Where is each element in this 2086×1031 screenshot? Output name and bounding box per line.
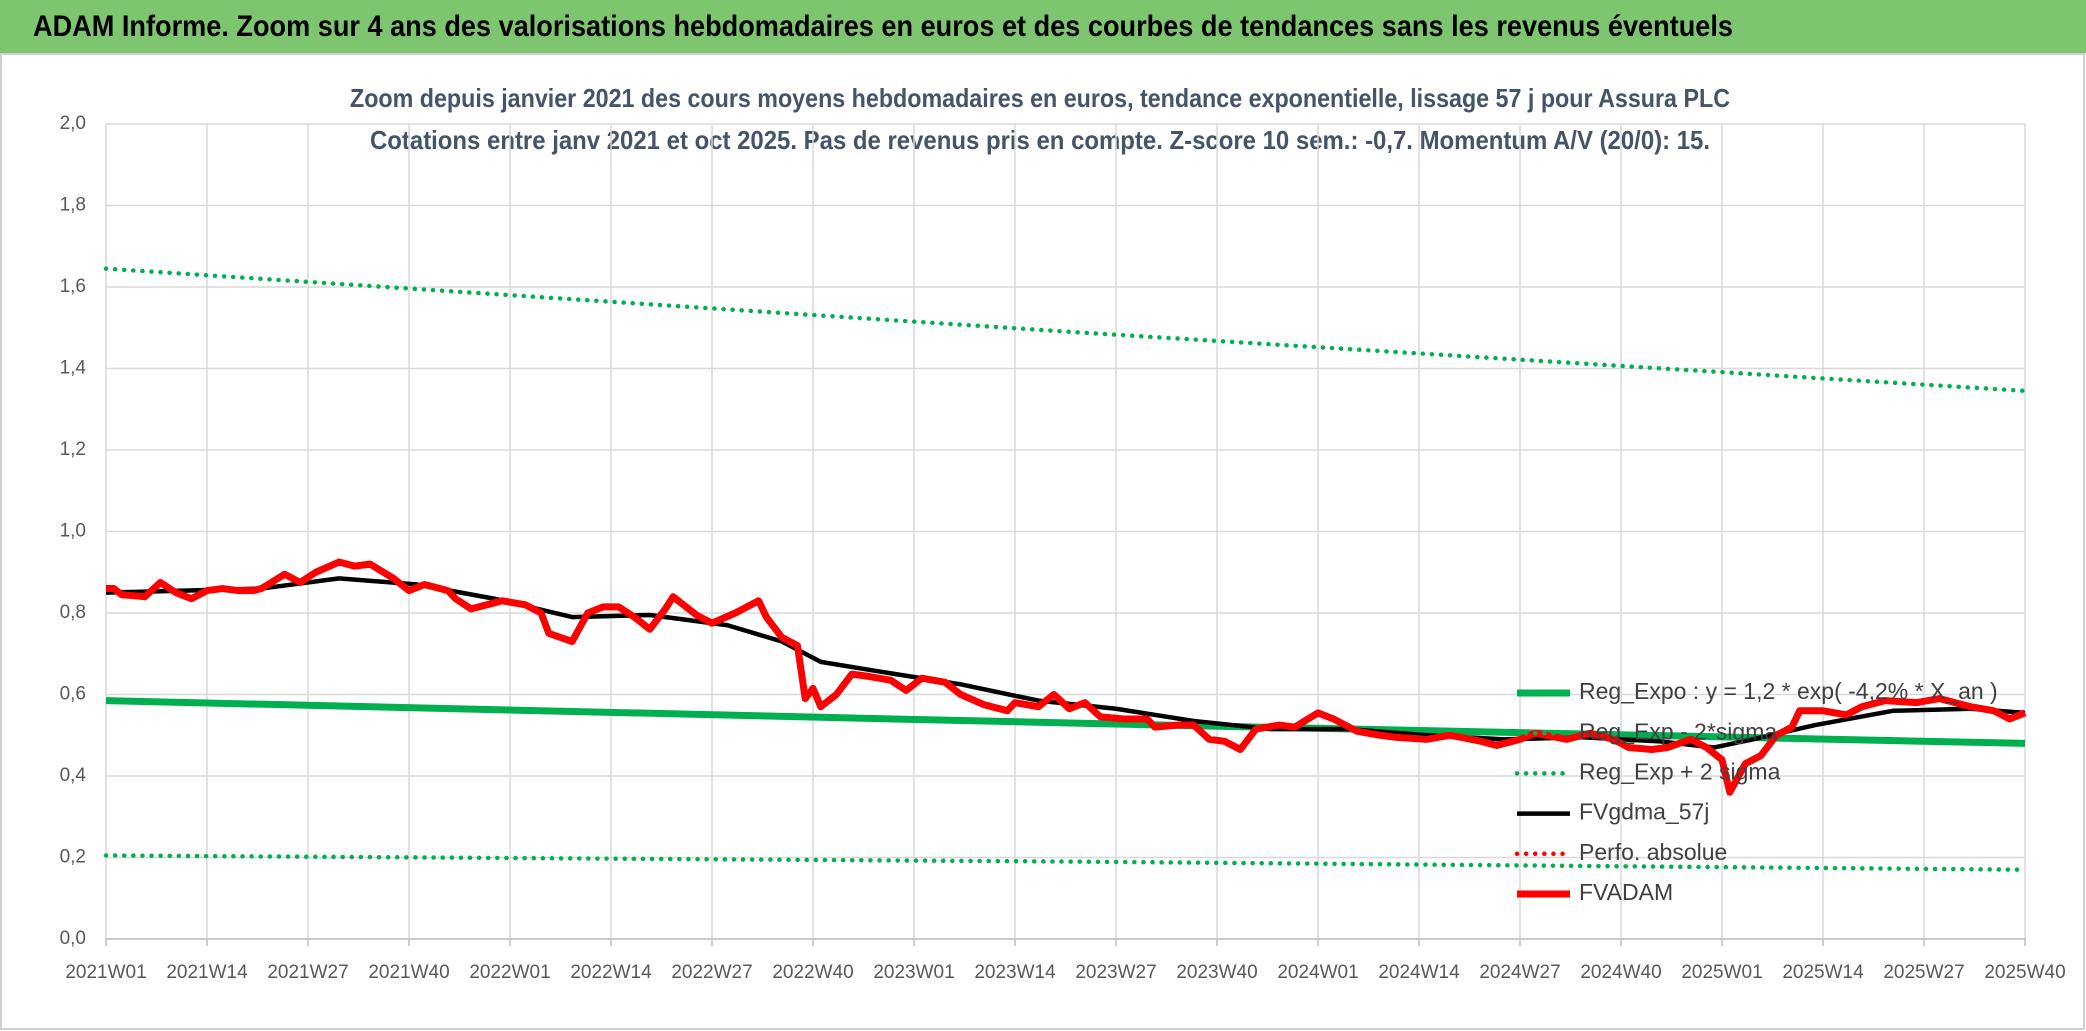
y-tick-label: 1,4	[60, 358, 87, 379]
x-tick-label: 2021W27	[267, 962, 348, 983]
x-tick-label: 2025W27	[1883, 962, 1964, 983]
x-tick-label: 2021W01	[65, 962, 146, 983]
x-tick-label: 2025W01	[1681, 962, 1762, 983]
x-tick-label: 2022W01	[469, 962, 550, 983]
legend-label: Reg_Exp + 2 sigma	[1579, 758, 1781, 784]
legend-label: Perfo. absolue	[1579, 839, 1727, 865]
y-tick-label: 0,8	[60, 602, 86, 623]
legend: Reg_Expo : y = 1,2 * exp( -4,2% * X_an )…	[1514, 678, 1998, 905]
y-tick-label: 0,4	[60, 765, 87, 786]
y-tick-label: 1,8	[60, 195, 86, 216]
x-tick-label: 2022W40	[772, 962, 853, 983]
x-tick-label: 2024W01	[1277, 962, 1358, 983]
y-tick-label: 0,0	[60, 928, 86, 949]
x-tick-label: 2024W14	[1378, 962, 1460, 983]
y-tick-label: 0,2	[60, 847, 86, 868]
x-tick-label: 2023W27	[1075, 962, 1156, 983]
x-tick-label: 2024W27	[1479, 962, 1560, 983]
x-tick-label: 2021W14	[166, 962, 248, 983]
x-tick-label: 2025W14	[1782, 962, 1864, 983]
series-line	[105, 697, 2026, 747]
chart-title: ADAM Informe. Zoom sur 4 ans des valoris…	[33, 10, 1733, 43]
y-tick-label: 1,6	[60, 276, 86, 297]
x-tick-label: 2023W01	[873, 962, 954, 983]
chart-border	[0, 53, 2085, 1030]
series-line	[103, 266, 2028, 394]
x-tick-label: 2024W40	[1580, 962, 1661, 983]
series-line	[103, 853, 2028, 872]
x-tick-label: 2023W14	[974, 962, 1056, 983]
x-tick-label: 2022W27	[671, 962, 752, 983]
chart-subtitle: Zoom depuis janvier 2021 des cours moyen…	[350, 83, 1730, 113]
x-tick-label: 2025W40	[1984, 962, 2065, 983]
legend-label: FVADAM	[1579, 879, 1673, 905]
x-tick-label: 2022W14	[570, 962, 652, 983]
x-tick-label: 2023W40	[1176, 962, 1257, 983]
legend-label: Reg_Exp - 2*sigma	[1579, 718, 1777, 744]
y-tick-label: 0,6	[60, 684, 86, 705]
legend-label: FVgdma_57j	[1579, 799, 1709, 825]
y-tick-label: 1,2	[60, 439, 86, 460]
chart-subtitle: Cotations entre janv 2021 et oct 2025. P…	[370, 125, 1710, 155]
series-line	[106, 558, 2027, 796]
y-tick-label: 2,0	[60, 113, 86, 134]
plot-lines	[103, 266, 2028, 872]
legend-label: Reg_Expo : y = 1,2 * exp( -4,2% * X_an )	[1579, 678, 1998, 704]
x-tick-label: 2021W40	[368, 962, 449, 983]
y-tick-label: 1,0	[60, 521, 86, 542]
header-bar	[0, 0, 2086, 53]
